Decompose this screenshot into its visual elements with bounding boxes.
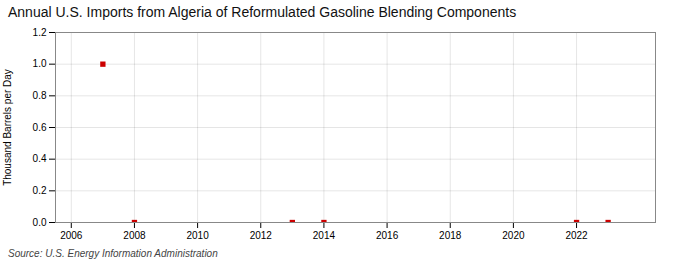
svg-text:0.4: 0.4: [33, 153, 47, 164]
html-text:Annual U.S. Imports from Alger: Annual U.S. Imports from Algeria of Refo…: [8, 4, 517, 20]
svg-text:0.0: 0.0: [33, 217, 47, 228]
svg-text:1.0: 1.0: [33, 58, 47, 69]
svg-text:2008: 2008: [123, 230, 146, 241]
svg-text:0.6: 0.6: [33, 122, 47, 133]
svg-text:2006: 2006: [60, 230, 83, 241]
svg-text:2014: 2014: [313, 230, 336, 241]
svg-text:1.2: 1.2: [33, 27, 47, 38]
html-text:Source: U.S. Energy Informatio: Source: U.S. Energy Information Administ…: [8, 248, 218, 259]
svg-text:0.8: 0.8: [33, 90, 47, 101]
svg-text:2018: 2018: [439, 230, 462, 241]
svg-text:2020: 2020: [502, 230, 525, 241]
svg-text:2022: 2022: [565, 230, 588, 241]
svg-text:2016: 2016: [376, 230, 399, 241]
svg-text:0.2: 0.2: [33, 185, 47, 196]
svg-text:Thousand Barrels per Day: Thousand Barrels per Day: [2, 69, 13, 186]
svg-text:2010: 2010: [186, 230, 209, 241]
svg-text:2012: 2012: [250, 230, 273, 241]
